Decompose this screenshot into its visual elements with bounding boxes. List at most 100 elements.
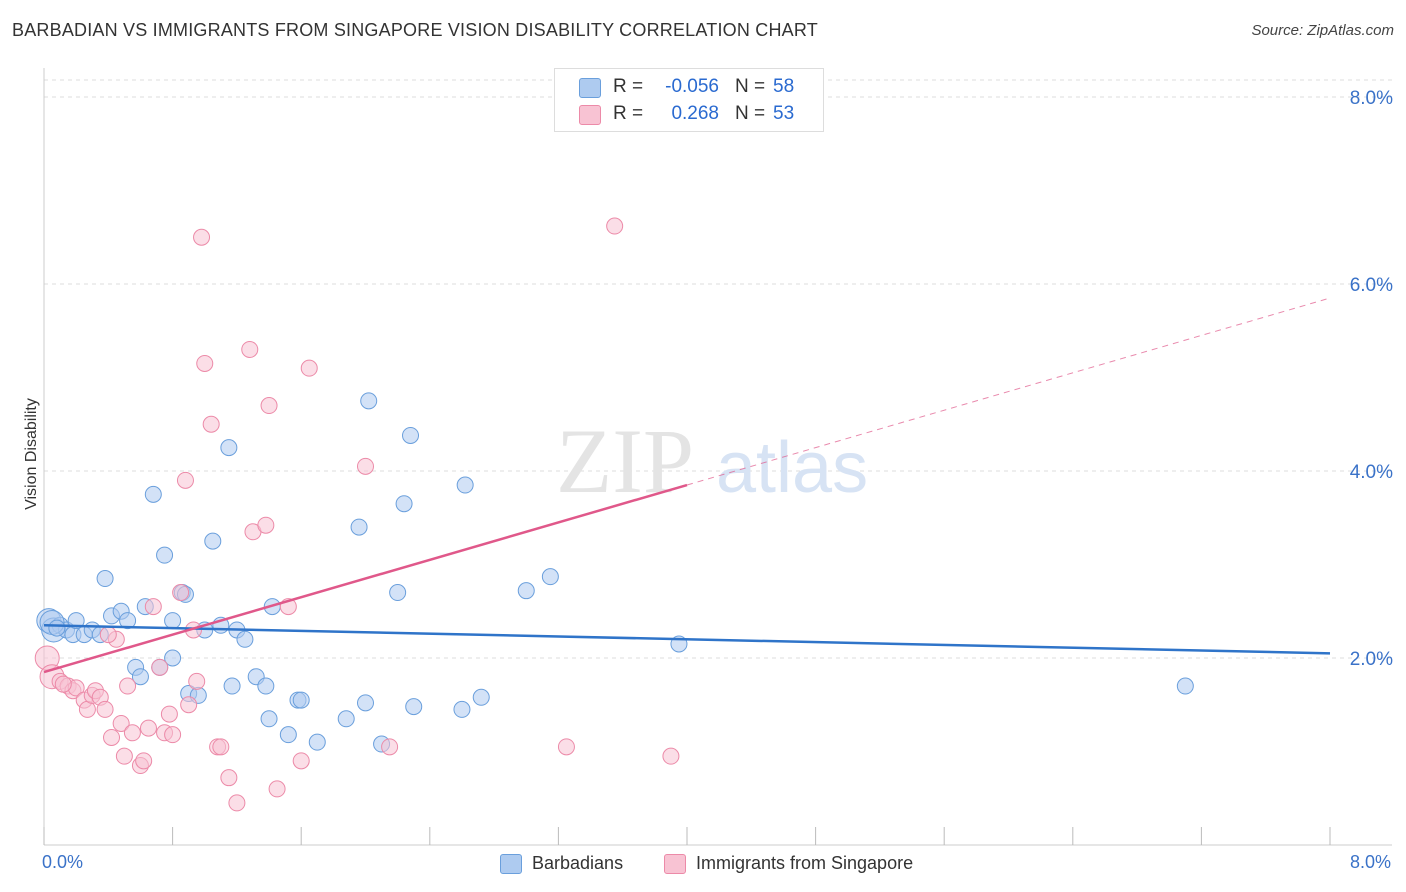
pink-point-16 [119,677,137,695]
legend-r-value: 0.268 [671,103,719,124]
y-tick-label-0: 2.0% [1350,649,1393,670]
y-tick-label-3: 8.0% [1350,88,1393,109]
watermark-atlas: atlas [716,428,868,508]
legend-row-singapore: R = 0.268 N = 53 [555,100,823,128]
blue-point-52 [517,582,535,600]
blue-point-53 [541,568,559,586]
watermark-zip: ZIP [556,410,694,512]
pink-point-17 [123,724,141,742]
blue-trend-line [43,624,1331,655]
pink-point-51 [99,626,117,644]
x-tick-label-max: 8.0% [1350,852,1392,872]
pink-point-35 [212,738,230,756]
pink-point-49 [662,747,680,765]
pink-point-48 [557,738,575,756]
series-label-barbadians: Barbadians [532,853,624,873]
pink-point-31 [193,228,211,246]
pink-point-26 [172,584,190,602]
pink-point-12 [103,728,121,746]
blue-point-41 [350,518,368,536]
pink-point-36 [220,769,238,787]
pink-point-28 [180,696,198,714]
series-swatch-blue [500,854,522,874]
blue-point-57 [48,619,66,637]
y-tick-labels: 2.0% 4.0% 6.0% 8.0% [1350,88,1393,670]
blue-point-39 [308,733,326,751]
blue-point-33 [257,677,275,695]
blue-point-51 [472,688,490,706]
pink-point-21 [144,598,162,616]
pink-point-41 [260,397,278,415]
legend-row-barbadians: R = -0.056 N = 58 [555,73,823,101]
pink-point-25 [164,726,182,744]
y-tick-label-1: 4.0% [1350,462,1393,483]
blue-point-26 [204,532,222,550]
blue-point-5 [67,612,85,630]
pink-point-45 [300,359,318,377]
blue-point-45 [389,584,407,602]
blue-point-28 [220,439,238,457]
pink-point-46 [357,457,374,475]
legend-n-value: 53 [773,103,795,124]
legend-n-label: N = [735,103,766,124]
pink-point-33 [202,415,220,433]
pink-trend-extension [686,297,1331,486]
blue-point-12 [119,612,137,630]
grid-lines [44,79,1392,659]
legend-r-value: -0.056 [665,76,719,97]
blue-point-40 [337,710,355,728]
blue-point-38 [292,691,310,709]
blue-point-20 [164,649,182,667]
pink-point-47 [381,738,399,756]
data-points [34,217,1194,812]
trend-lines [43,297,1331,674]
pink-point-52 [54,675,72,693]
pink-point-42 [268,780,286,798]
legend-n-label: N = [735,76,766,97]
series-legend: Barbadians Immigrants from Singapore [0,852,1406,878]
blue-point-14 [131,668,149,686]
blue-point-9 [96,570,114,588]
blue-point-18 [156,546,174,564]
blue-point-46 [395,495,413,513]
pink-point-38 [241,340,259,358]
legend-swatch-pink [579,105,601,125]
y-tick-label-2: 6.0% [1350,275,1393,296]
pink-point-24 [160,705,178,723]
blue-point-50 [456,476,474,494]
pink-point-20 [139,719,157,737]
chart-title: BARBADIAN VS IMMIGRANTS FROM SINGAPORE V… [12,20,818,40]
pink-point-14 [112,714,130,732]
series-label-singapore: Immigrants from Singapore [696,853,914,873]
blue-point-42 [357,694,374,712]
pink-point-30 [188,672,206,690]
blue-point-29 [223,677,241,695]
x-tick-label-min: 0.0% [42,852,84,872]
legend-swatch-blue [579,78,601,98]
blue-point-49 [453,700,471,718]
legend-r-label: R = [613,103,644,124]
axes [43,68,1392,846]
correlation-legend: R = -0.056 N = 58 R = 0.268 N = 53 [554,68,824,132]
blue-point-19 [164,612,182,630]
blue-point-31 [236,630,254,648]
blue-point-47 [402,426,420,444]
watermark: ZIP atlas [556,410,868,512]
pink-point-32 [196,354,214,372]
pink-point-37 [228,794,246,812]
series-swatch-pink [664,854,686,874]
blue-point-34 [260,710,278,728]
pink-point-40 [257,516,275,534]
pink-point-11 [96,700,114,718]
blue-point-55 [1176,677,1194,695]
pink-trend-line [43,483,688,674]
pink-point-50 [606,217,624,235]
pink-point-27 [176,471,194,489]
blue-point-48 [405,698,423,716]
pink-point-44 [292,752,310,770]
source-label: Source: ZipAtlas.com [1251,22,1394,39]
blue-point-16 [144,485,162,503]
pink-point-15 [115,747,133,765]
pink-point-22 [151,658,169,676]
